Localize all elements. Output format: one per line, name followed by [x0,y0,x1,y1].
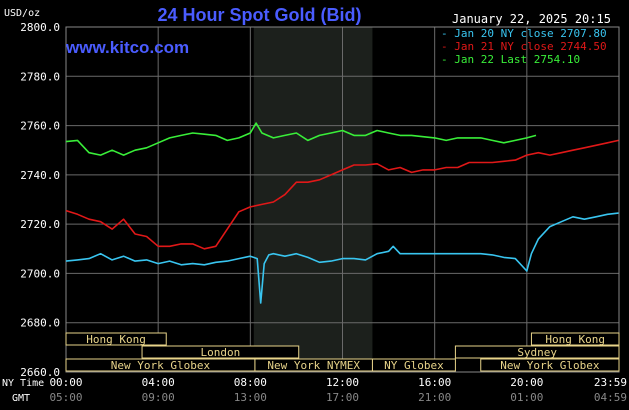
legend-label: Jan 20 NY close [454,27,554,40]
session-box [371,358,456,372]
legend-item-jan21: - Jan 21 NY close 2744.50 [441,40,607,53]
x-tick-label-gmt: 17:00 [326,391,359,404]
x-tick-label: 12:00 [326,376,359,389]
session-label: Hong Kong [545,333,605,346]
legend-item-jan20: - Jan 20 NY close 2707.80 [441,27,607,40]
x-axis-label-gmt: GMT [12,393,30,404]
x-tick-label-gmt: 13:00 [234,391,267,404]
x-tick-label-gmt: 09:00 [142,391,175,404]
y-tick-label: 2740.0 [20,169,60,182]
x-tick-label: 08:00 [234,376,267,389]
source-link[interactable]: www.kitco.com [66,38,190,57]
session-label: NY Globex [384,359,444,372]
session-box [141,345,300,359]
y-tick-label: 2720.0 [20,218,60,231]
legend-label: Jan 21 NY close [454,40,554,53]
timestamp: January 22, 2025 20:15 [452,12,611,26]
legend-value: 2707.80 [560,27,607,40]
y-tick-label: 2780.0 [20,70,60,83]
y-tick-label: 2760.0 [20,120,60,133]
session-label: New York NYMEX [267,359,360,372]
grid-lines [65,26,619,373]
x-tick-label-gmt: 05:00 [49,391,82,404]
legend-value: 2744.50 [560,40,607,53]
x-tick-label-gmt: 21:00 [418,391,451,404]
session-label: New York Globex [500,359,600,372]
series-line-2 [65,122,537,156]
legend-label: Jan 22 Last [454,53,528,66]
session-label: Hong Kong [86,333,146,346]
chart-title: 24 Hour Spot Gold (Bid) [157,5,362,25]
x-tick-label: 23:59 [594,376,627,389]
session-label: Sydney [517,346,557,359]
y-tick-label: 2700.0 [20,267,60,280]
series-line-0 [65,212,619,304]
y-tick-label: 2800.0 [20,21,60,34]
session-box [65,332,167,346]
x-tick-label: 04:00 [142,376,175,389]
y-axis-unit: USD/oz [4,8,41,19]
legend-item-jan22: - Jan 22 Last 2754.10 [441,53,581,66]
session-box [454,345,620,359]
series-layer [65,122,619,304]
x-tick-label: 20:00 [510,376,543,389]
x-tick-label-gmt: 04:59 [594,391,627,404]
x-axis-label-ny: NY Time [2,378,44,389]
session-label: New York Globex [111,359,211,372]
session-highlight [253,27,373,372]
y-tick-labels: 2800.0 2780.0 2760.0 2740.0 2720.0 2700.0 2680… [20,21,60,379]
x-tick-label: 00:00 [49,376,82,389]
x-tick-label-gmt: 01:00 [510,391,543,404]
legend-value: 2754.10 [533,53,581,66]
session-label: London [201,346,241,359]
y-tick-label: 2680.0 [20,317,60,330]
session-box [530,332,620,346]
x-tick-label: 16:00 [418,376,451,389]
y-tick-label: 2660.0 [20,366,60,379]
series-line-1 [65,139,619,250]
plot-frame [65,26,620,373]
session-box [480,358,620,372]
x-tick-labels: 00:00 05:00 04:00 09:00 08:00 13:00 12:00 17:00… [2,376,627,404]
